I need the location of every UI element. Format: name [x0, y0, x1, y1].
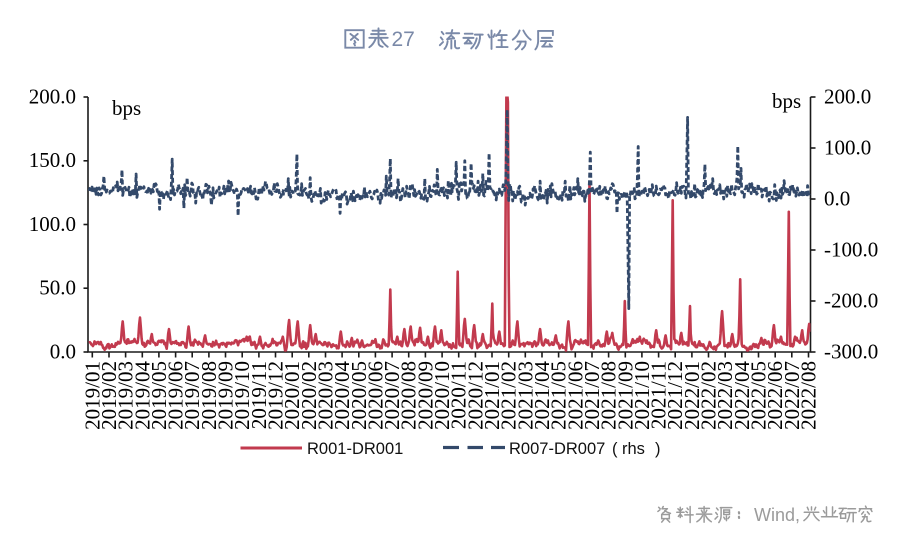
svg-text:(: (	[612, 440, 618, 458]
svg-text:150.0: 150.0	[29, 148, 76, 172]
svg-text:2020/09: 2020/09	[413, 361, 437, 430]
svg-text:2019/03: 2019/03	[114, 361, 138, 430]
svg-text:2019/01: 2019/01	[80, 361, 104, 430]
svg-text:2020/06: 2020/06	[363, 361, 387, 430]
svg-text:2022/02: 2022/02	[697, 361, 721, 430]
svg-text:2020/12: 2020/12	[463, 361, 487, 430]
svg-text:2020/05: 2020/05	[347, 361, 371, 430]
svg-text:2022/05: 2022/05	[747, 361, 771, 430]
svg-text:2022/03: 2022/03	[713, 361, 737, 430]
svg-text:2020/01: 2020/01	[280, 361, 304, 430]
svg-text:100.0: 100.0	[29, 212, 76, 236]
svg-text:2020/11: 2020/11	[447, 361, 471, 429]
svg-text:Wind,: Wind,	[754, 505, 800, 525]
svg-text:2021/10: 2021/10	[630, 361, 654, 430]
svg-text:2020/10: 2020/10	[430, 361, 454, 430]
svg-text:-300.0: -300.0	[824, 339, 878, 363]
svg-text:0.0: 0.0	[50, 339, 76, 363]
svg-text:2019/02: 2019/02	[97, 361, 121, 430]
svg-text:2021/04: 2021/04	[530, 361, 554, 430]
svg-text:2019/11: 2019/11	[247, 361, 271, 429]
svg-text:2019/04: 2019/04	[130, 361, 154, 430]
svg-text:2019/06: 2019/06	[164, 361, 188, 430]
svg-text:2019/07: 2019/07	[180, 361, 204, 430]
svg-text:2021/11: 2021/11	[647, 361, 671, 429]
svg-text:200.0: 200.0	[29, 84, 76, 108]
svg-text:2022/06: 2022/06	[763, 361, 787, 430]
svg-text:2020/02: 2020/02	[297, 361, 321, 430]
svg-text:2021/08: 2021/08	[597, 361, 621, 430]
svg-text:2019/09: 2019/09	[214, 361, 238, 430]
svg-text:rhs: rhs	[622, 440, 645, 458]
svg-text:bps: bps	[772, 89, 801, 113]
svg-text:2020/03: 2020/03	[314, 361, 338, 430]
svg-text:0.0: 0.0	[824, 186, 850, 210]
svg-text:2020/08: 2020/08	[397, 361, 421, 430]
svg-text:R007-DR007: R007-DR007	[509, 440, 605, 458]
svg-text:-200.0: -200.0	[824, 288, 878, 312]
svg-text:-100.0: -100.0	[824, 237, 878, 261]
svg-text:2019/08: 2019/08	[197, 361, 221, 430]
svg-text:2021/01: 2021/01	[480, 361, 504, 430]
svg-text:R001-DR001: R001-DR001	[307, 440, 403, 458]
svg-text:2021/06: 2021/06	[563, 361, 587, 430]
svg-text:2019/05: 2019/05	[147, 361, 171, 430]
svg-text:2022/01: 2022/01	[680, 361, 704, 430]
svg-text:200.0: 200.0	[824, 84, 871, 108]
svg-text:bps: bps	[112, 96, 141, 120]
svg-text:2021/05: 2021/05	[547, 361, 571, 430]
svg-text:2021/02: 2021/02	[497, 361, 521, 430]
svg-text:2021/07: 2021/07	[580, 361, 604, 430]
svg-text:2020/04: 2020/04	[330, 361, 354, 430]
svg-text:): )	[655, 440, 661, 458]
svg-text:27: 27	[392, 28, 415, 51]
svg-text:2021/12: 2021/12	[663, 361, 687, 430]
svg-text:2022/04: 2022/04	[730, 361, 754, 430]
svg-text:2021/09: 2021/09	[613, 361, 637, 430]
svg-text:2022/08: 2022/08	[797, 361, 821, 430]
svg-text:2021/03: 2021/03	[513, 361, 537, 430]
svg-text:2020/07: 2020/07	[380, 361, 404, 430]
svg-text:50.0: 50.0	[39, 276, 76, 300]
svg-text:2019/12: 2019/12	[264, 361, 288, 430]
svg-text:2022/07: 2022/07	[780, 361, 804, 430]
svg-text:2019/10: 2019/10	[230, 361, 254, 430]
svg-text:100.0: 100.0	[824, 135, 871, 159]
